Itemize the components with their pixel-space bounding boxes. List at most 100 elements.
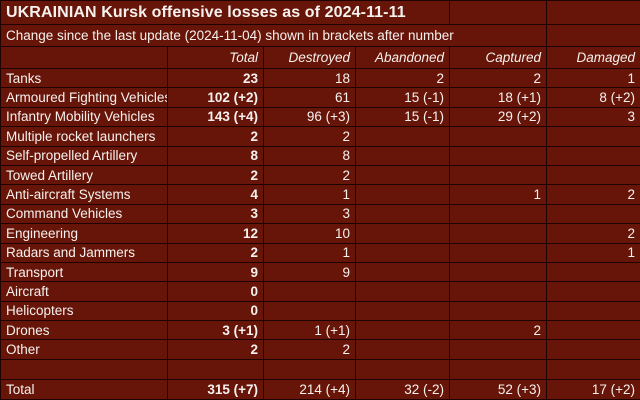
cell-abandoned	[354, 145, 451, 166]
table-row: Self-propelled Artillery 8 8	[0, 145, 640, 166]
total-row-label: Total	[0, 379, 168, 400]
empty-cell	[354, 359, 451, 380]
cell-captured: 29 (+2)	[449, 106, 548, 128]
title-row: UKRAINIAN Kursk offensive losses as of 2…	[0, 0, 640, 25]
table-row: Multiple rocket launchers 2 2	[0, 126, 640, 147]
total-cell-abandoned: 32 (-2)	[354, 379, 451, 400]
row-label: Tanks	[0, 67, 168, 89]
table-title: UKRAINIAN Kursk offensive losses as of 2…	[0, 0, 451, 25]
row-label: Helicopters	[0, 300, 168, 322]
cell-total: 12	[167, 223, 264, 244]
cell-damaged: 2	[546, 223, 640, 244]
empty-cell	[546, 359, 640, 380]
cell-damaged	[546, 145, 640, 166]
cell-destroyed: 10	[263, 223, 356, 244]
cell-total: 102 (+2)	[167, 87, 264, 108]
table-row: Aircraft 0	[0, 281, 640, 302]
cell-total: 143 (+4)	[167, 106, 264, 128]
cell-captured: 2	[449, 67, 548, 89]
table-row: Armoured Fighting Vehicles 102 (+2) 61 1…	[0, 87, 640, 108]
cell-destroyed: 8	[263, 145, 356, 166]
cell-destroyed: 18	[263, 67, 356, 89]
cell-captured: 2	[449, 320, 548, 341]
cell-captured: 18 (+1)	[449, 87, 548, 108]
cell-destroyed: 1	[263, 184, 356, 205]
cell-captured	[449, 300, 548, 322]
cell-total: 2	[167, 164, 264, 186]
cell-damaged: 3	[546, 106, 640, 128]
cell-damaged	[546, 281, 640, 302]
row-label: Drones	[0, 320, 168, 341]
cell-damaged: 8 (+2)	[546, 87, 640, 108]
table-row: Radars and Jammers 2 1 1	[0, 242, 640, 263]
cell-destroyed: 1 (+1)	[263, 320, 356, 341]
cell-abandoned	[354, 126, 451, 147]
cell-damaged	[546, 300, 640, 322]
table-row: Helicopters 0	[0, 300, 640, 322]
cell-abandoned: 15 (-1)	[354, 106, 451, 128]
subtitle-row: Change since the last update (2024-11-04…	[0, 24, 640, 47]
cell-destroyed: 3	[263, 203, 356, 225]
cell-abandoned	[354, 223, 451, 244]
cell-destroyed	[263, 281, 356, 302]
table-row: Command Vehicles 3 3	[0, 203, 640, 225]
cell-destroyed: 9	[263, 261, 356, 283]
cell-abandoned: 15 (-1)	[354, 87, 451, 108]
cell-abandoned	[354, 164, 451, 186]
cell-captured	[449, 242, 548, 263]
spacer-row	[0, 359, 640, 380]
empty-cell	[0, 359, 168, 380]
cell-damaged	[546, 261, 640, 283]
row-label: Armoured Fighting Vehicles	[0, 87, 168, 108]
cell-captured	[449, 126, 548, 147]
cell-total: 2	[167, 242, 264, 263]
row-label: Radars and Jammers	[0, 242, 168, 263]
empty-cell	[546, 0, 640, 25]
column-header-abandoned: Abandoned	[354, 46, 451, 69]
table-subtitle: Change since the last update (2024-11-04…	[0, 24, 548, 47]
row-label: Anti-aircraft Systems	[0, 184, 168, 205]
cell-total: 23	[167, 67, 264, 89]
row-label: Infantry Mobility Vehicles	[0, 106, 168, 128]
cell-captured	[449, 145, 548, 166]
cell-total: 3	[167, 203, 264, 225]
total-row: Total 315 (+7) 214 (+4) 32 (-2) 52 (+3) …	[0, 379, 640, 400]
cell-captured	[449, 203, 548, 225]
total-cell-destroyed: 214 (+4)	[263, 379, 356, 400]
empty-cell	[167, 359, 264, 380]
row-label: Aircraft	[0, 281, 168, 302]
total-cell-captured: 52 (+3)	[449, 379, 548, 400]
row-label: Self-propelled Artillery	[0, 145, 168, 166]
table-row: Tanks 23 18 2 2 1	[0, 67, 640, 89]
row-label: Engineering	[0, 223, 168, 244]
empty-cell	[263, 359, 356, 380]
cell-damaged: 2	[546, 184, 640, 205]
cell-abandoned	[354, 300, 451, 322]
table-row: Engineering 12 10 2	[0, 223, 640, 244]
total-cell-total: 315 (+7)	[167, 379, 264, 400]
cell-total: 8	[167, 145, 264, 166]
cell-destroyed: 2	[263, 164, 356, 186]
empty-corner-cell	[0, 46, 168, 69]
cell-captured	[449, 164, 548, 186]
cell-destroyed: 61	[263, 87, 356, 108]
column-header-damaged: Damaged	[546, 46, 640, 69]
empty-cell	[449, 359, 548, 380]
cell-total: 0	[167, 300, 264, 322]
cell-captured	[449, 281, 548, 302]
column-header-destroyed: Destroyed	[263, 46, 356, 69]
row-label: Command Vehicles	[0, 203, 168, 225]
row-label: Other	[0, 339, 168, 360]
cell-abandoned	[354, 203, 451, 225]
table-row: Towed Artillery 2 2	[0, 164, 640, 186]
cell-total: 2	[167, 339, 264, 360]
cell-destroyed	[263, 300, 356, 322]
column-header-total: Total	[167, 46, 264, 69]
cell-total: 2	[167, 126, 264, 147]
table-row: Anti-aircraft Systems 4 1 1 2	[0, 184, 640, 205]
cell-destroyed: 1	[263, 242, 356, 263]
cell-damaged	[546, 339, 640, 360]
table-row: Transport 9 9	[0, 261, 640, 283]
cell-captured: 1	[449, 184, 548, 205]
